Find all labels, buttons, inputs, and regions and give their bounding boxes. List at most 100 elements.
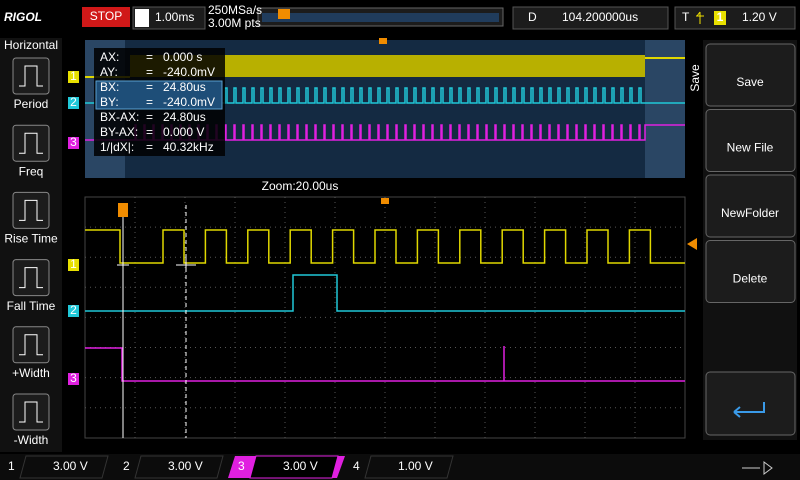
zoom-label: Zoom:20.00us xyxy=(262,179,339,193)
trigger-level: 1.20 V xyxy=(742,10,777,24)
sample-rate: 250MSa/s xyxy=(208,3,262,17)
cursor-readout-text: AX: xyxy=(100,50,119,64)
return-icon xyxy=(733,402,765,418)
menu-button[interactable] xyxy=(705,174,796,238)
menu-button-label: NewFolder xyxy=(721,206,779,220)
menu-button[interactable] xyxy=(705,109,796,172)
measure-button[interactable] xyxy=(12,259,50,297)
measure-label: Freq xyxy=(19,164,44,178)
cursor-readout-text: 40.32kHz xyxy=(163,140,214,154)
measure-icon xyxy=(19,199,43,221)
delay-label: D xyxy=(528,10,537,24)
trigger-source-badge xyxy=(714,11,726,25)
trigger-level-marker xyxy=(687,238,697,250)
measure-icon xyxy=(19,267,43,289)
cursor-readout-text: 24.80us xyxy=(163,110,206,124)
cursor-readout-text: BX: xyxy=(100,80,119,94)
channel-marker xyxy=(68,137,79,149)
channel-marker-label: 2 xyxy=(70,95,77,109)
measure-button[interactable] xyxy=(12,326,50,364)
cursor-readout-text: = xyxy=(146,65,153,79)
trigger-position-marker xyxy=(118,203,128,217)
menu-button-label: Save xyxy=(736,75,764,89)
left-menu xyxy=(0,38,62,452)
channel-box[interactable] xyxy=(134,455,224,479)
measure-button[interactable] xyxy=(12,124,50,162)
channel-marker xyxy=(68,71,79,83)
cursor-readout-text: 0.000 V xyxy=(163,125,204,139)
cursor-readout-text: = xyxy=(146,50,153,64)
channel-marker-label: 2 xyxy=(70,303,77,317)
return-button[interactable] xyxy=(705,371,796,436)
trigger-box xyxy=(674,6,796,30)
trigger-label: T xyxy=(682,10,690,24)
measure-button[interactable] xyxy=(12,393,50,431)
channel-scale: 3.00 V xyxy=(53,459,88,473)
cursor-readout-text: BY: xyxy=(100,95,119,109)
channel-marker-label: 3 xyxy=(70,135,77,149)
measure-icon xyxy=(19,132,43,154)
channel-marker xyxy=(68,259,79,271)
measure-label: Rise Time xyxy=(4,232,58,246)
channel-marker-label: 3 xyxy=(70,371,77,385)
channel-marker xyxy=(68,373,79,385)
cursor-readout-text: AY: xyxy=(100,65,118,79)
menu-button-label: New File xyxy=(727,141,774,155)
menu-button[interactable] xyxy=(705,43,796,107)
measure-label: Period xyxy=(14,97,49,111)
ch3-trace xyxy=(85,346,685,382)
memory-depth: 3.00M pts xyxy=(208,16,261,30)
cursor-b-highlight xyxy=(95,80,223,110)
cursor-crosshairs xyxy=(117,258,196,272)
measure-label: +Width xyxy=(12,366,50,380)
measure-label: Fall Time xyxy=(7,299,56,313)
channel-number: 3 xyxy=(238,459,245,473)
cursor-readout-text: 0.000 s xyxy=(163,50,202,64)
channel-scale: 1.00 V xyxy=(398,459,433,473)
cursor-readout-text: BX-AX: xyxy=(100,110,139,124)
overview-ch1-trace xyxy=(130,55,645,77)
stop-badge xyxy=(82,7,130,27)
measure-button[interactable] xyxy=(12,57,50,95)
cursor-readout-text: BY-AX: xyxy=(100,125,138,139)
cursor-readout-text: = xyxy=(146,140,153,154)
measure-icon xyxy=(19,334,43,356)
channel-scale: 3.00 V xyxy=(283,459,318,473)
cursor-readout-text: = xyxy=(146,110,153,124)
cursor-readout-text: 1/|dX|: xyxy=(100,140,134,154)
timebase-box xyxy=(132,6,206,30)
memory-trigger-marker xyxy=(278,9,290,19)
center-marker xyxy=(381,198,389,204)
channel-marker xyxy=(68,305,79,317)
channel-marker-label: 1 xyxy=(70,257,77,271)
ch2-trace xyxy=(85,274,685,312)
cursor-readout-text: = xyxy=(146,80,153,94)
channel-box[interactable] xyxy=(249,455,339,479)
menu-button[interactable] xyxy=(705,240,796,303)
cursor-readout-text: 24.80us xyxy=(163,80,206,94)
channel-box[interactable] xyxy=(19,455,109,479)
measure-button[interactable] xyxy=(12,191,50,229)
delay-box xyxy=(512,6,669,30)
right-menu-title: Save xyxy=(688,64,702,92)
trigger-source: 1 xyxy=(717,10,724,24)
cursor-readout-text: -240.0mV xyxy=(163,95,215,109)
channel-marker-label: 1 xyxy=(70,69,77,83)
channel-number: 2 xyxy=(123,459,130,473)
trigger-edge-icon xyxy=(696,11,704,24)
status: STOP xyxy=(90,9,122,23)
overview-center-marker xyxy=(379,38,387,44)
channel-marker xyxy=(68,97,79,109)
bottom-bar xyxy=(0,454,800,480)
delay: 104.200000us xyxy=(562,10,638,24)
usb-speaker-icons xyxy=(742,461,773,475)
channel-number: 1 xyxy=(8,459,15,473)
left-menu-title: Horizontal xyxy=(4,38,58,52)
channel-box[interactable] xyxy=(364,455,454,479)
measure-label: -Width xyxy=(14,433,49,447)
logo: RIGOL xyxy=(4,10,42,24)
cursor-readout-text: -240.0mV xyxy=(163,65,215,79)
measure-icon xyxy=(19,65,43,87)
timebase-label: H xyxy=(138,10,147,24)
timebase: 1.00ms xyxy=(155,10,194,24)
